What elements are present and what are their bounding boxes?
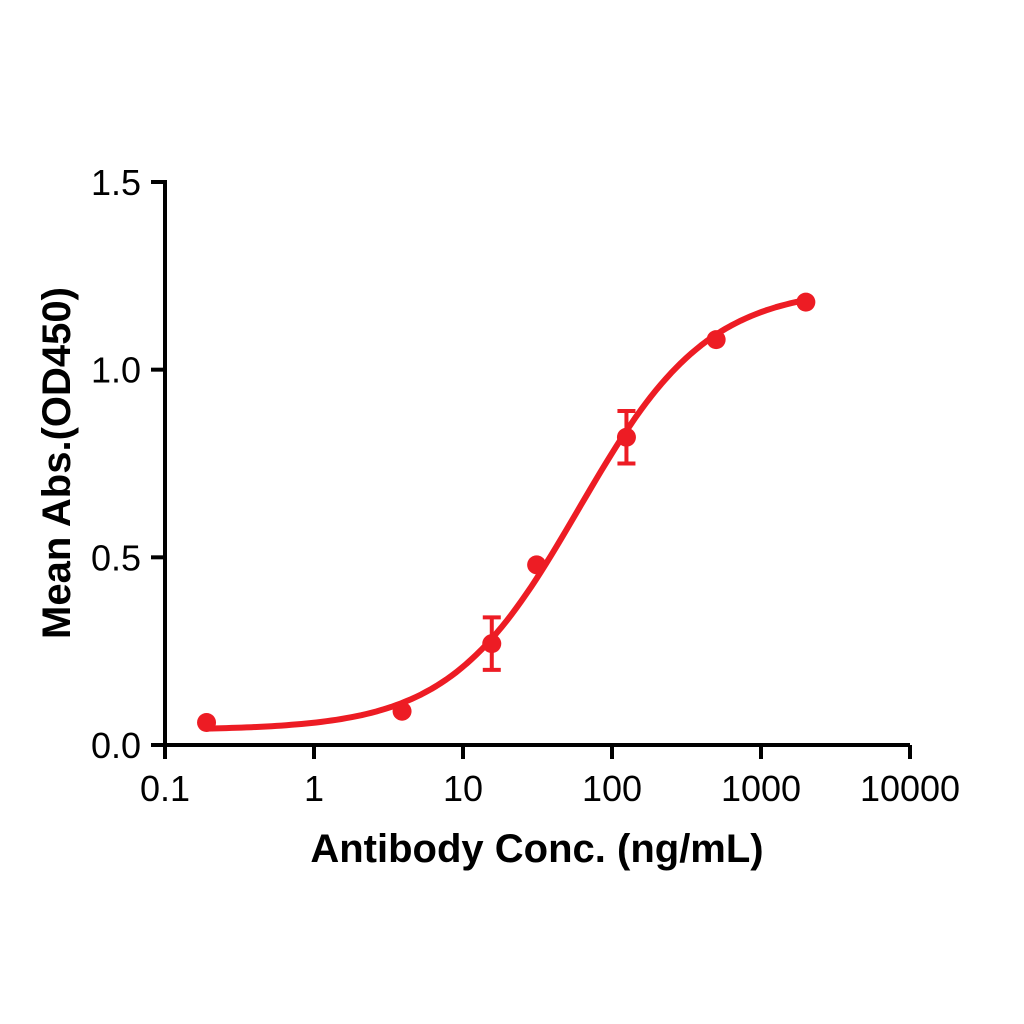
data-point — [197, 712, 217, 732]
data-point — [527, 555, 547, 575]
data-point — [616, 427, 636, 447]
y-tick-label: 0.0 — [91, 725, 141, 766]
axes: 0.1 1 10 100 1000 10000 0.0 0.5 1.0 1.5 — [91, 162, 960, 809]
x-axis-label: Antibody Conc. (ng/mL) — [310, 827, 763, 871]
y-axis-label: Mean Abs.(OD450) — [35, 287, 79, 639]
fit-curve — [203, 297, 809, 732]
x-tick-label: 100 — [582, 768, 642, 809]
x-tick-label: 1000 — [721, 768, 801, 809]
y-tick-label: 1.0 — [91, 350, 141, 391]
x-tick-label: 0.1 — [140, 768, 190, 809]
x-tick-label: 10 — [443, 768, 483, 809]
data-point — [392, 701, 412, 721]
data-point — [706, 330, 726, 350]
data-points — [197, 292, 816, 732]
x-tick-label: 10000 — [860, 768, 960, 809]
x-tick-label: 1 — [304, 768, 324, 809]
data-point — [482, 634, 502, 654]
y-tick-label: 0.5 — [91, 537, 141, 578]
data-point — [796, 292, 816, 312]
y-tick-label: 1.5 — [91, 162, 141, 203]
